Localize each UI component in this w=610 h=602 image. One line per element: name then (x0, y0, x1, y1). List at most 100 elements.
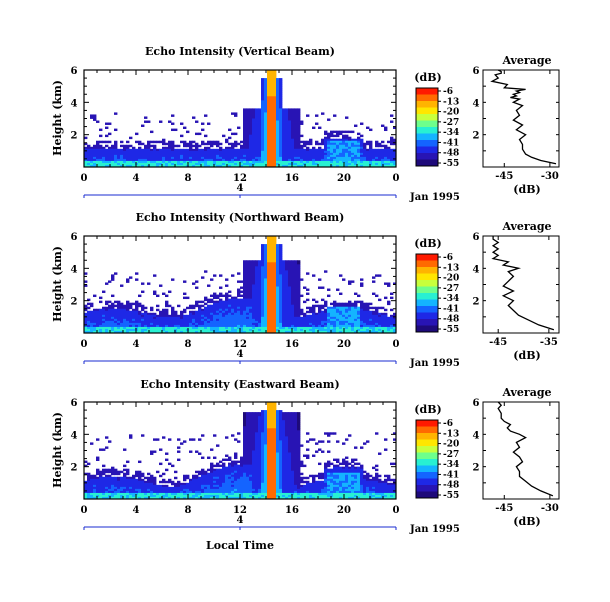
heat-cell (96, 121, 99, 123)
heat-cell (390, 293, 393, 295)
heat-cell (366, 127, 369, 129)
heat-cell (174, 129, 177, 131)
heat-cell (183, 127, 186, 129)
heat-cell (150, 309, 153, 311)
heat-cell (90, 305, 93, 307)
heat-cell (357, 133, 360, 135)
heat-cell (99, 297, 102, 299)
colorbar-tick-label: -55 (443, 159, 459, 169)
date-label: Jan 1995 (409, 358, 460, 369)
heat-cell (108, 280, 111, 282)
heat-cell (204, 303, 207, 305)
x-tick-label: 4 (133, 339, 140, 350)
heat-cell (174, 471, 177, 473)
heat-cell (390, 121, 393, 123)
heat-cell (204, 270, 207, 272)
y-tick-label: 4 (71, 264, 78, 275)
heat-cell (129, 276, 132, 278)
heat-cell (153, 141, 156, 143)
heat-cell (315, 123, 318, 125)
heat-cell (354, 125, 357, 127)
heat-cell (135, 133, 138, 135)
date-label: Jan 1995 (409, 192, 460, 203)
heat-cell (114, 473, 117, 475)
heat-cell (102, 473, 105, 475)
heat-cell (210, 295, 213, 297)
panel-eastward-beam: Echo Intensity (Eastward Beam) 246 Heigh… (51, 378, 559, 552)
heat-cell (129, 145, 132, 147)
heat-cell (183, 479, 186, 481)
heat-cell (228, 459, 231, 461)
heat-cell (159, 141, 162, 143)
heat-cell (381, 307, 384, 309)
heat-cell (114, 112, 117, 114)
heat-cell (99, 141, 102, 143)
heat-cell (144, 121, 147, 123)
heat-cell (306, 143, 309, 145)
heat-cell (324, 270, 327, 272)
heat-cell (207, 457, 210, 459)
heat-cell (120, 145, 123, 147)
heat-cell (105, 282, 108, 284)
heat-cell (321, 112, 324, 114)
heat-cell (354, 293, 357, 295)
heat-cell (96, 473, 99, 475)
heat-cell (228, 129, 231, 131)
profile-line (493, 236, 554, 330)
heat-cell (237, 432, 240, 434)
heat-cell (312, 274, 315, 276)
heat-cell (183, 280, 186, 282)
heat-cell (114, 301, 117, 303)
heat-cell (225, 459, 228, 461)
heat-cell (219, 461, 222, 463)
colorbar-tick-label: -27 (443, 118, 459, 128)
heat-cell (144, 307, 147, 309)
heat-cell (219, 274, 222, 276)
heat-cell (105, 123, 108, 125)
heat-cell (168, 291, 171, 293)
heat-cell (150, 145, 153, 147)
heat-cell (216, 465, 219, 467)
colorbar-swatch (416, 95, 438, 102)
heat-cell (126, 141, 129, 143)
heat-cell (219, 295, 222, 297)
heat-cell (147, 282, 150, 284)
x-tick-label: 0 (81, 339, 88, 350)
x-tick-label: 0 (393, 173, 400, 184)
profile-y-tick-label: 2 (473, 131, 480, 142)
heat-cell (351, 131, 354, 133)
heat-cell (198, 133, 201, 135)
heat-cell (360, 285, 363, 287)
heat-cell (357, 301, 360, 303)
heat-cell (360, 135, 363, 137)
heat-cell (315, 143, 318, 145)
heat-cell (306, 289, 309, 291)
heat-cell (144, 116, 147, 118)
colorbar: -6-13-20-27-34-41-48-55 (416, 253, 459, 335)
colorbar-unit: (dB) (414, 237, 441, 250)
heat-cell (390, 114, 393, 116)
heat-cell (138, 143, 141, 145)
colorbar-swatch (416, 134, 438, 141)
heat-cell (312, 127, 315, 129)
heat-cell (138, 305, 141, 307)
heat-cell (129, 307, 132, 309)
colorbar-swatch (416, 267, 438, 274)
heat-cell (192, 282, 195, 284)
colorbar-tick-label: -6 (443, 87, 453, 97)
heat-cell (228, 291, 231, 293)
heat-cell (138, 295, 141, 297)
heat-cell (123, 465, 126, 467)
heat-cell (321, 307, 324, 309)
heat-cell (384, 297, 387, 299)
heat-cell (234, 145, 237, 147)
heat-cell (93, 119, 96, 121)
heat-cell (201, 434, 204, 436)
heat-cell (138, 461, 141, 463)
heat-cell (306, 272, 309, 274)
heat-cell (303, 287, 306, 289)
heat-cell (165, 481, 168, 483)
profile-line (492, 70, 556, 164)
y-tick-label: 6 (71, 232, 78, 243)
heat-cell (120, 471, 123, 473)
